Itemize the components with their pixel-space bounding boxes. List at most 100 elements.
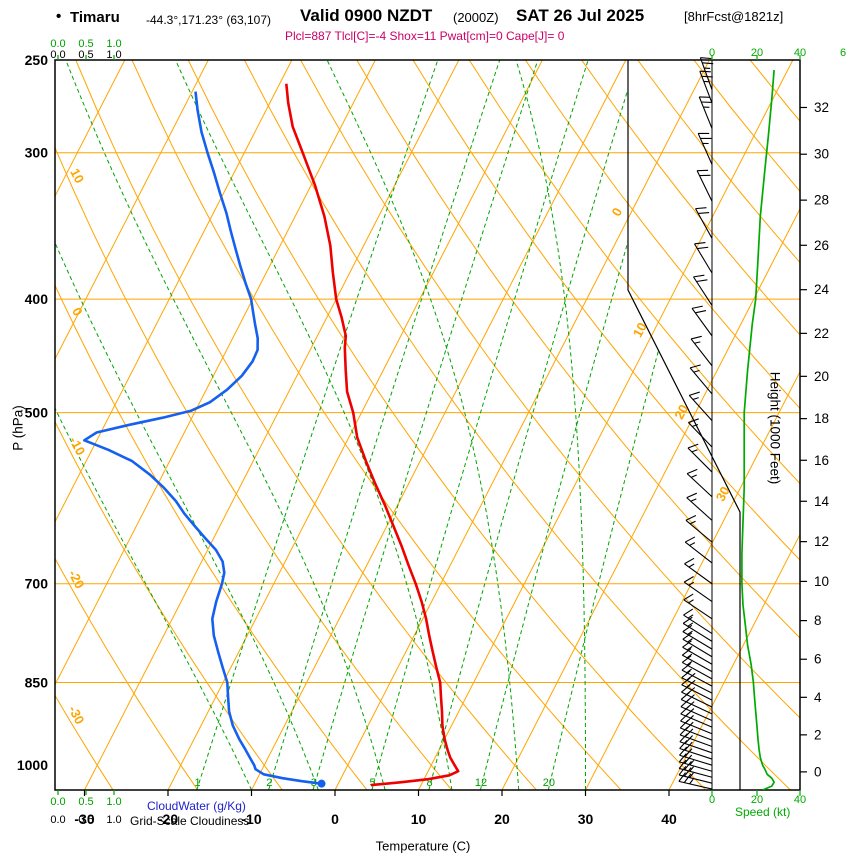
speed-scale-label: 20 (751, 794, 763, 806)
wind-barb-half-feather (688, 563, 695, 568)
wind-barb-staff (681, 654, 713, 673)
temperature-tick-labels: -30 -20 -10 0 10 20 30 40 (74, 790, 677, 827)
wind-barb-feather (683, 593, 694, 601)
wind-barb-feather (684, 741, 693, 751)
moist-adiabat-line (65, 60, 386, 790)
isotherm-label: 0 (609, 205, 626, 218)
dry-adiabat-label: 10 (67, 166, 87, 186)
wind-barb-feather (697, 246, 709, 250)
temperature-tick-label: -30 (74, 811, 94, 827)
temperature-tick-label: 10 (411, 811, 427, 827)
wind-barb-feather (685, 715, 694, 724)
cloudiness-scale-label: 1.0 (106, 814, 121, 826)
wind-barb-staff (684, 563, 713, 585)
cloudwater-axis-title: CloudWater (g/Kg) (147, 799, 246, 813)
height-tick-label: 26 (814, 238, 829, 253)
speed-scale-label: 20 (751, 47, 763, 59)
mixing-ratio-line (196, 60, 439, 790)
pressure-tick-label: 500 (25, 405, 49, 421)
wind-barb-staff (684, 541, 713, 564)
wind-barb-staff (683, 614, 713, 635)
wind-barb-feather (686, 679, 696, 688)
thermo-boundary-line (627, 60, 741, 790)
wind-barb-feather (685, 514, 697, 521)
valid-time-label: Valid 0900 NZDT (300, 6, 433, 25)
dry-adiabat-line (187, 60, 707, 790)
cloudiness-axis-title: Grid-Scale Cloudiness (130, 814, 250, 828)
cloud-scales: 0.00.00.00.00.50.50.50.51.01.01.01.0 (50, 38, 121, 826)
pressure-axis-title: P (hPa) (10, 405, 26, 451)
temperature-tick-label: 20 (494, 811, 510, 827)
cloudwater-scale-label: 1.0 (106, 796, 121, 808)
wind-barb-feather (683, 773, 692, 783)
green-moist-grid (55, 60, 739, 790)
valid-zulu-label: (2000Z) (453, 10, 499, 25)
pressure-tick-label: 1000 (17, 757, 48, 773)
forecast-info-label: [8hrFcst@1821z] (684, 9, 784, 24)
wind-barb-half-feather (687, 622, 694, 627)
pressure-tick-label: 850 (25, 675, 49, 691)
dry-adiabat-line (75, 60, 537, 790)
height-tick-label: 16 (814, 453, 829, 468)
wind-barb-feather (679, 746, 688, 756)
height-tick-label: 20 (814, 369, 829, 384)
wind-barb-half-feather (687, 630, 693, 635)
pressure-tick-label: 700 (25, 576, 49, 592)
wind-barb-staff (682, 622, 713, 642)
height-tick-label: 32 (814, 100, 829, 115)
wind-barb-staff (680, 706, 713, 722)
wind-barb-feather (678, 759, 687, 769)
wind-barb-half-feather (690, 498, 697, 502)
height-tick-label: 8 (814, 613, 822, 628)
wind-barb-half-feather (689, 772, 694, 778)
isotherm-label: 10 (630, 320, 650, 340)
wind-barb-feather (681, 648, 692, 656)
wind-barb-staff (691, 308, 713, 337)
height-tick-label: 10 (814, 574, 829, 589)
wind-barb-feather (678, 765, 687, 776)
wind-barb-feather (685, 694, 695, 703)
isotherm-line (334, 60, 710, 790)
wind-barb-half-feather (689, 759, 695, 766)
mixing-ratio-label: 2 (266, 777, 272, 789)
dry-adiabat-label: -30 (65, 703, 87, 727)
mixing-ratio-line (312, 60, 539, 790)
speed-scale-label: 40 (794, 794, 806, 806)
isotherm-line (585, 370, 800, 790)
dry-adiabat-line (468, 60, 800, 485)
isotherm-label: 30 (713, 484, 733, 504)
wind-barb-half-feather (694, 341, 701, 344)
wind-barb-feather (694, 242, 706, 245)
mixing-ratio-line (268, 60, 501, 790)
wind-barb-feather (678, 772, 686, 782)
wind-barb-half-feather (686, 668, 692, 674)
mixing-ratio-line (479, 60, 681, 790)
wind-barb-staff (682, 646, 713, 665)
wind-barb-staff (686, 473, 713, 498)
dry-adiabat-line (131, 60, 622, 790)
wind-barb-feather (682, 632, 693, 640)
wind-barb-feather (685, 721, 694, 731)
isotherm-line (418, 60, 794, 790)
speed-scale-label: 40 (794, 47, 806, 59)
dry-adiabat-line (55, 146, 453, 790)
wind-barb-staff (683, 581, 713, 603)
wind-barb-staff (683, 599, 713, 620)
mixing-ratio-label: 20 (543, 777, 555, 789)
dewpoint-profile-line (83, 91, 322, 785)
wind-barb-feather (702, 62, 714, 65)
moist-adiabat-line (55, 60, 252, 790)
wind-barb-feather (683, 575, 694, 583)
isotherm-line (501, 207, 800, 790)
wind-barb-feather (686, 687, 696, 695)
height-tick-label: 22 (814, 326, 829, 341)
moist-adiabat-line (326, 60, 520, 790)
moist-adiabat-line (515, 60, 586, 790)
wind-barb-half-feather (692, 423, 699, 428)
height-tick-label: 24 (814, 282, 830, 297)
temperature-tick-label: 0 (331, 811, 339, 827)
wind-barb-staff (678, 780, 713, 790)
